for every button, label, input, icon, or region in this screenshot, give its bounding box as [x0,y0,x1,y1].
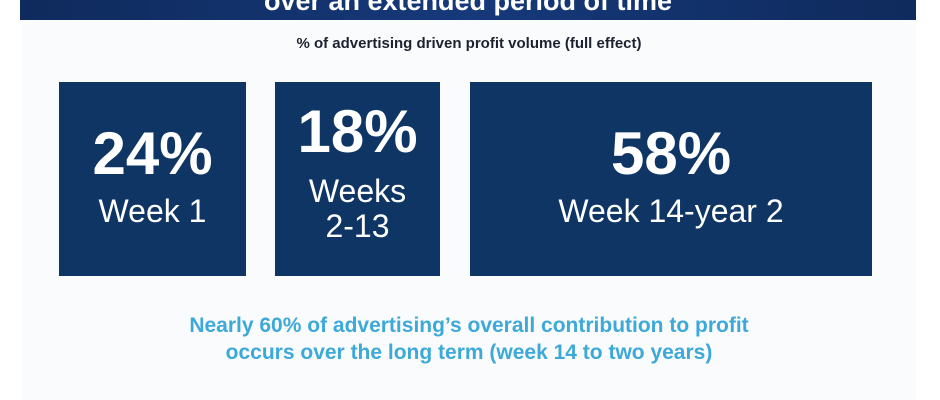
slide-content: % of advertising driven profit volume (f… [22,20,916,400]
summary-note: Nearly 60% of advertising’s overall cont… [189,314,749,364]
stat-tile-weeks-2-13: 18% Weeks 2-13 [275,82,440,276]
stat-label: Weeks 2-13 [308,173,407,245]
stat-tile-week-14-year-2: 58% Week 14-year 2 [470,82,872,276]
banner-title: over an extended period of time [263,0,673,16]
stat-label: Week 14-year 2 [558,193,784,229]
stat-value: 58% [610,120,732,187]
chart-subtitle: % of advertising driven profit volume (f… [296,35,642,52]
title-banner: over an extended period of time [20,0,916,20]
stat-value: 24% [92,120,213,187]
stat-tile-week-1: 24% Week 1 [59,82,246,276]
stat-value: 18% [297,98,418,165]
stat-label: Week 1 [98,193,207,229]
